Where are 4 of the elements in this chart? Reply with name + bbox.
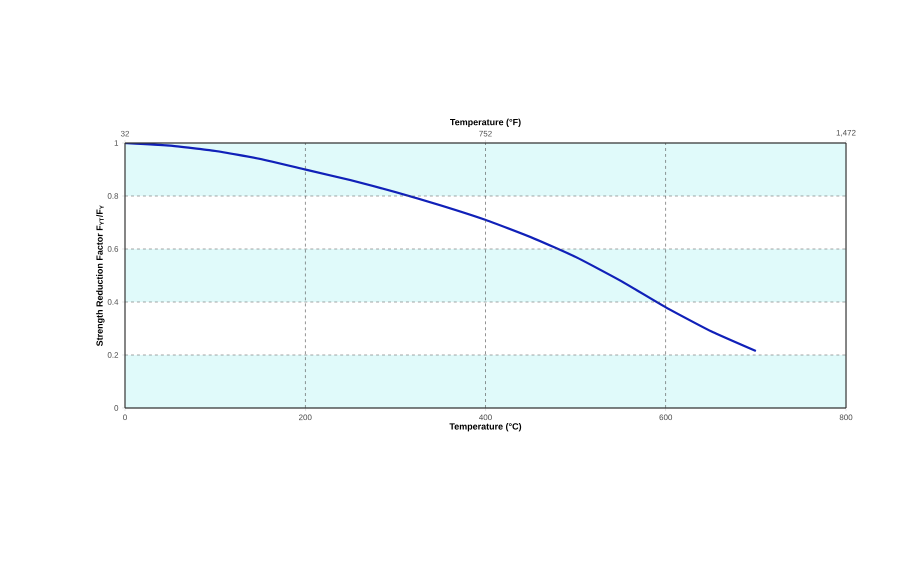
- x-axis-title: Temperature (°C): [450, 423, 522, 432]
- y-axis-title: Strength Reduction Factor F$_{YT}$/F$_{Y}$: [96, 205, 105, 346]
- x2-axis-title: Temperature (°F): [450, 118, 521, 128]
- line-series: [125, 142, 757, 352]
